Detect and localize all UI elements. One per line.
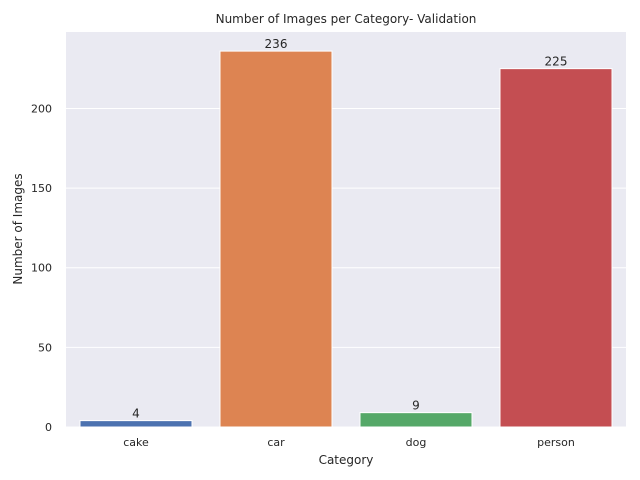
x-axis-ticks: cake car dog person (123, 436, 575, 449)
data-label-person: 225 (545, 55, 568, 69)
y-tick-label: 200 (31, 102, 52, 115)
data-label-cake: 4 (132, 407, 140, 421)
y-axis-label: Number of Images (11, 173, 25, 284)
data-labels: 4 236 9 225 (132, 37, 567, 421)
x-tick-label-person: person (537, 436, 575, 449)
bars (79, 50, 613, 428)
data-label-car: 236 (265, 37, 288, 51)
y-tick-label: 50 (38, 341, 52, 354)
x-tick-label-dog: dog (406, 436, 427, 449)
y-axis-ticks: 0 50 100 150 200 (31, 102, 52, 434)
chart-title: Number of Images per Category- Validatio… (216, 12, 477, 26)
bar-cake (79, 420, 193, 428)
x-axis-label: Category (319, 453, 374, 467)
x-tick-label-car: car (267, 436, 285, 449)
bar-dog (359, 412, 473, 428)
data-label-dog: 9 (412, 399, 420, 413)
y-tick-label: 100 (31, 262, 52, 275)
bar-person (499, 68, 613, 428)
bar-car (219, 50, 333, 428)
x-tick-label-cake: cake (123, 436, 149, 449)
y-tick-label: 0 (45, 421, 52, 434)
y-tick-label: 150 (31, 182, 52, 195)
